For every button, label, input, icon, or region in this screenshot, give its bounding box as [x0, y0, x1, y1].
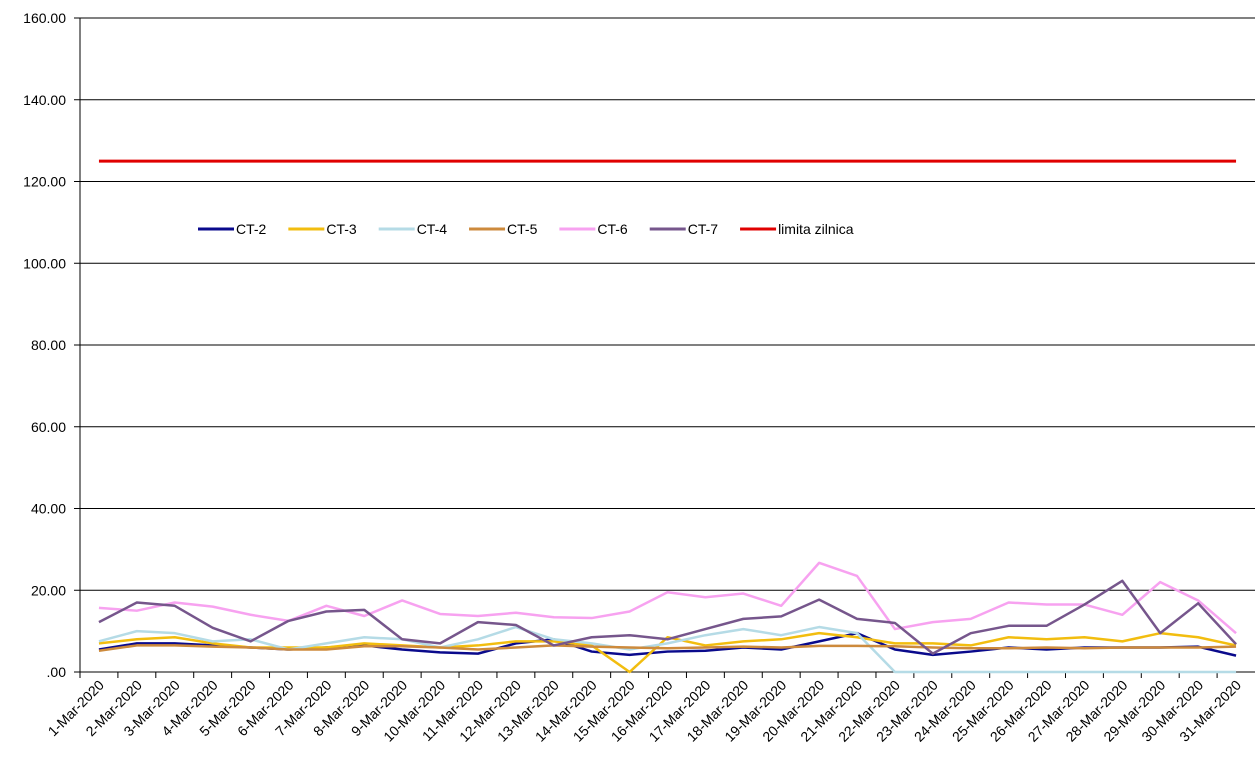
legend-label: CT-3	[326, 221, 357, 237]
y-tick-label: 120.00	[23, 174, 66, 190]
y-tick-label: 40.00	[31, 501, 66, 517]
legend-label: CT-6	[597, 221, 628, 237]
legend-label: CT-5	[507, 221, 538, 237]
legend-label: CT-2	[236, 221, 267, 237]
y-tick-label: 20.00	[31, 582, 66, 598]
y-tick-label: 160.00	[23, 10, 66, 26]
legend-label: CT-4	[417, 221, 448, 237]
series-line	[98, 644, 1237, 652]
legend-label: CT-7	[688, 221, 719, 237]
series-line	[98, 631, 1237, 674]
y-tick-label: 140.00	[23, 92, 66, 108]
y-tick-label: 100.00	[23, 255, 66, 271]
series-line	[98, 561, 1237, 635]
y-tick-label: 60.00	[31, 419, 66, 435]
y-tick-label: 80.00	[31, 337, 66, 353]
legend-label: limita zilnica	[778, 221, 854, 237]
series-line	[98, 579, 1237, 655]
y-tick-label: .00	[47, 664, 67, 680]
